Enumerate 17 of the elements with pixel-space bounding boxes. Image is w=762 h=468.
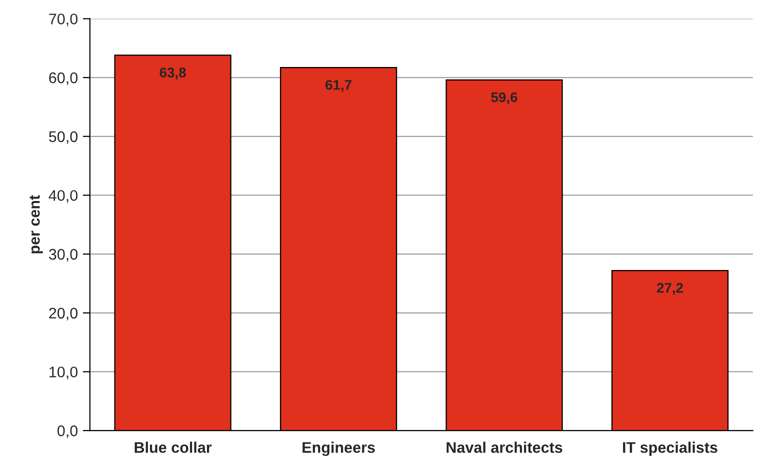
data-label: 27,2 (656, 282, 683, 295)
data-label: 59,6 (491, 92, 518, 104)
y-tick-label: 0,0 (57, 425, 78, 438)
data-label: 61,7 (326, 80, 352, 92)
x-tick-label: Blue collar (134, 442, 212, 453)
y-tick-label: 30,0 (48, 248, 78, 262)
y-tick-label: 70,0 (49, 14, 78, 26)
y-tick-label: 40,0 (48, 190, 78, 203)
x-tick-label: IT specialists (623, 442, 718, 456)
data-label: 63,8 (160, 68, 186, 80)
y-tick-label: 60,0 (49, 72, 78, 86)
x-tick-label: Engineers (302, 442, 375, 456)
y-axis-title: per cent (30, 195, 43, 254)
y-tick-label: 50,0 (48, 131, 78, 144)
x-tick-label: Naval architects (446, 442, 562, 453)
y-tick-label: 20,0 (49, 308, 78, 320)
y-tick-label: 10,0 (50, 366, 78, 380)
